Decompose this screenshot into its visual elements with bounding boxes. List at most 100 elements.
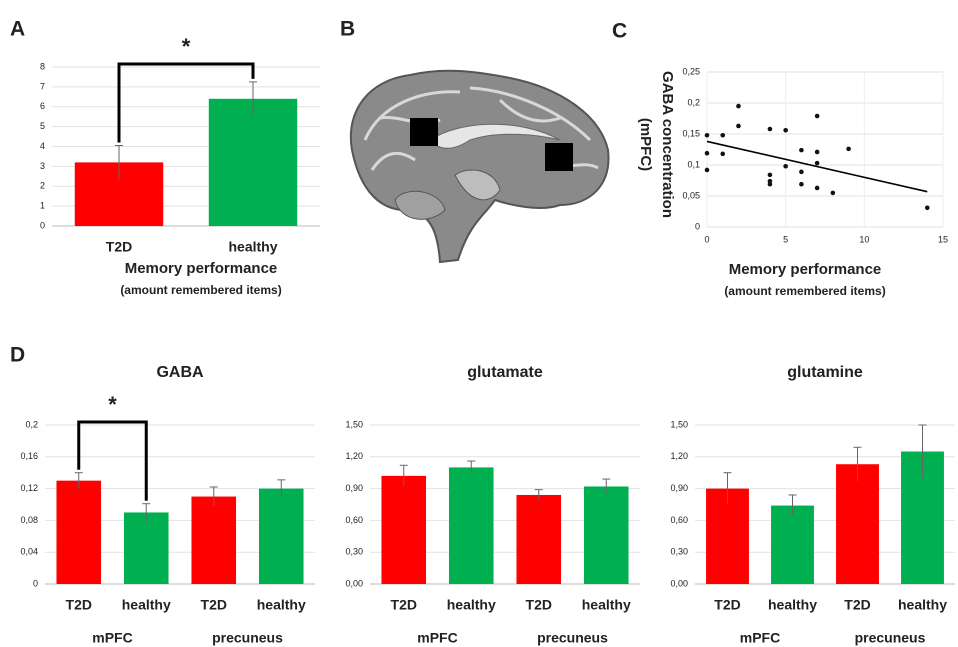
y-tick-label: 0,2 bbox=[25, 419, 38, 429]
point bbox=[705, 151, 710, 156]
y-tick-label: 0 bbox=[40, 220, 45, 230]
x-tick-label: 5 bbox=[783, 234, 788, 244]
x-axis-note: (amount remembered items) bbox=[724, 284, 885, 298]
brain-image bbox=[351, 71, 609, 262]
point bbox=[799, 182, 804, 187]
y-tick-label: 7 bbox=[40, 81, 45, 91]
y-tick-label: 4 bbox=[40, 141, 45, 151]
point bbox=[736, 124, 741, 129]
x-tick-label: T2D bbox=[526, 597, 552, 613]
point bbox=[768, 182, 773, 187]
trend-line bbox=[707, 141, 927, 191]
x-tick-label: healthy bbox=[898, 597, 947, 613]
x-axis-label: Memory performance bbox=[125, 260, 278, 277]
y-tick-label: 0,30 bbox=[345, 547, 363, 557]
bar bbox=[56, 481, 101, 584]
group-label: precuneus bbox=[855, 630, 926, 646]
chart-title: glutamate bbox=[467, 364, 543, 381]
x-tick-label: healthy bbox=[582, 597, 631, 613]
x-tick-label: 10 bbox=[859, 234, 869, 244]
y-tick-label: 0 bbox=[695, 221, 700, 231]
bar bbox=[449, 467, 494, 584]
bar bbox=[836, 464, 879, 584]
panel-label: D bbox=[10, 344, 25, 367]
point bbox=[925, 205, 930, 210]
x-tick-label: T2D bbox=[391, 597, 417, 613]
point bbox=[831, 191, 836, 196]
point bbox=[799, 170, 804, 175]
point bbox=[799, 148, 804, 153]
significance-label: * bbox=[108, 392, 117, 417]
point bbox=[736, 104, 741, 109]
y-tick-label: 0,90 bbox=[345, 483, 363, 493]
x-tick-label: T2D bbox=[66, 597, 92, 613]
bar bbox=[381, 476, 426, 584]
group-label: precuneus bbox=[212, 630, 283, 646]
bar bbox=[516, 495, 561, 584]
point bbox=[720, 152, 725, 157]
group-label: mPFC bbox=[740, 630, 780, 646]
x-axis-note: (amount remembered items) bbox=[120, 283, 281, 297]
y-tick-label: 6 bbox=[40, 101, 45, 111]
y-tick-label: 0,1 bbox=[687, 159, 700, 169]
panel-label: B bbox=[340, 18, 355, 41]
y-tick-label: 0,00 bbox=[670, 578, 688, 588]
y-tick-label: 5 bbox=[40, 121, 45, 131]
y-tick-label: 8 bbox=[40, 61, 45, 71]
y-tick-label: 0,60 bbox=[670, 515, 688, 525]
point bbox=[815, 150, 820, 155]
figure: A B C D 012345678T2DhealthyMemory perfor… bbox=[0, 0, 958, 647]
y-tick-label: 1,50 bbox=[670, 419, 688, 429]
x-axis-label: Memory performance bbox=[729, 261, 882, 278]
y-tick-label: 0,00 bbox=[345, 578, 363, 588]
x-tick-label: T2D bbox=[714, 597, 740, 613]
point bbox=[783, 128, 788, 133]
y-tick-label: 1,20 bbox=[670, 451, 688, 461]
y-tick-label: 1,50 bbox=[345, 419, 363, 429]
point bbox=[783, 164, 788, 169]
y-axis-label: GABA concentration bbox=[659, 71, 676, 218]
chart-title: glutamine bbox=[787, 364, 863, 381]
x-tick-label: healthy bbox=[768, 597, 817, 613]
y-tick-label: 0,60 bbox=[345, 515, 363, 525]
y-tick-label: 0,16 bbox=[20, 451, 38, 461]
y-tick-label: 3 bbox=[40, 161, 45, 171]
y-tick-label: 1,20 bbox=[345, 451, 363, 461]
chart-title: GABA bbox=[156, 364, 204, 381]
x-tick-label: T2D bbox=[201, 597, 227, 613]
point bbox=[768, 173, 773, 178]
point bbox=[815, 161, 820, 166]
y-tick-label: 0,12 bbox=[20, 483, 38, 493]
y-tick-label: 0,25 bbox=[682, 66, 700, 76]
y-tick-label: 0 bbox=[33, 578, 38, 588]
bar bbox=[259, 489, 304, 584]
x-tick-label: healthy bbox=[228, 239, 277, 255]
y-tick-label: 0,90 bbox=[670, 483, 688, 493]
y-tick-label: 0,15 bbox=[682, 128, 700, 138]
y-tick-label: 0,08 bbox=[20, 515, 38, 525]
y-axis-note: (mPFC) bbox=[637, 118, 654, 171]
x-tick-label: 15 bbox=[938, 234, 948, 244]
bar bbox=[771, 506, 814, 584]
x-tick-label: T2D bbox=[844, 597, 870, 613]
point bbox=[705, 168, 710, 173]
bar bbox=[191, 497, 236, 584]
point bbox=[768, 127, 773, 132]
y-tick-label: 1 bbox=[40, 201, 45, 211]
y-tick-label: 0,30 bbox=[670, 547, 688, 557]
point bbox=[720, 133, 725, 138]
panel-label: A bbox=[10, 18, 25, 41]
x-tick-label: 0 bbox=[704, 234, 709, 244]
group-label: precuneus bbox=[537, 630, 608, 646]
point bbox=[815, 114, 820, 119]
group-label: mPFC bbox=[417, 630, 457, 646]
point bbox=[705, 133, 710, 138]
x-tick-label: healthy bbox=[257, 597, 306, 613]
bar bbox=[209, 99, 297, 226]
panel-label: C bbox=[612, 20, 627, 43]
point bbox=[846, 147, 851, 152]
bar bbox=[124, 512, 169, 584]
y-tick-label: 0,2 bbox=[687, 97, 700, 107]
group-label: mPFC bbox=[92, 630, 132, 646]
point bbox=[815, 186, 820, 191]
